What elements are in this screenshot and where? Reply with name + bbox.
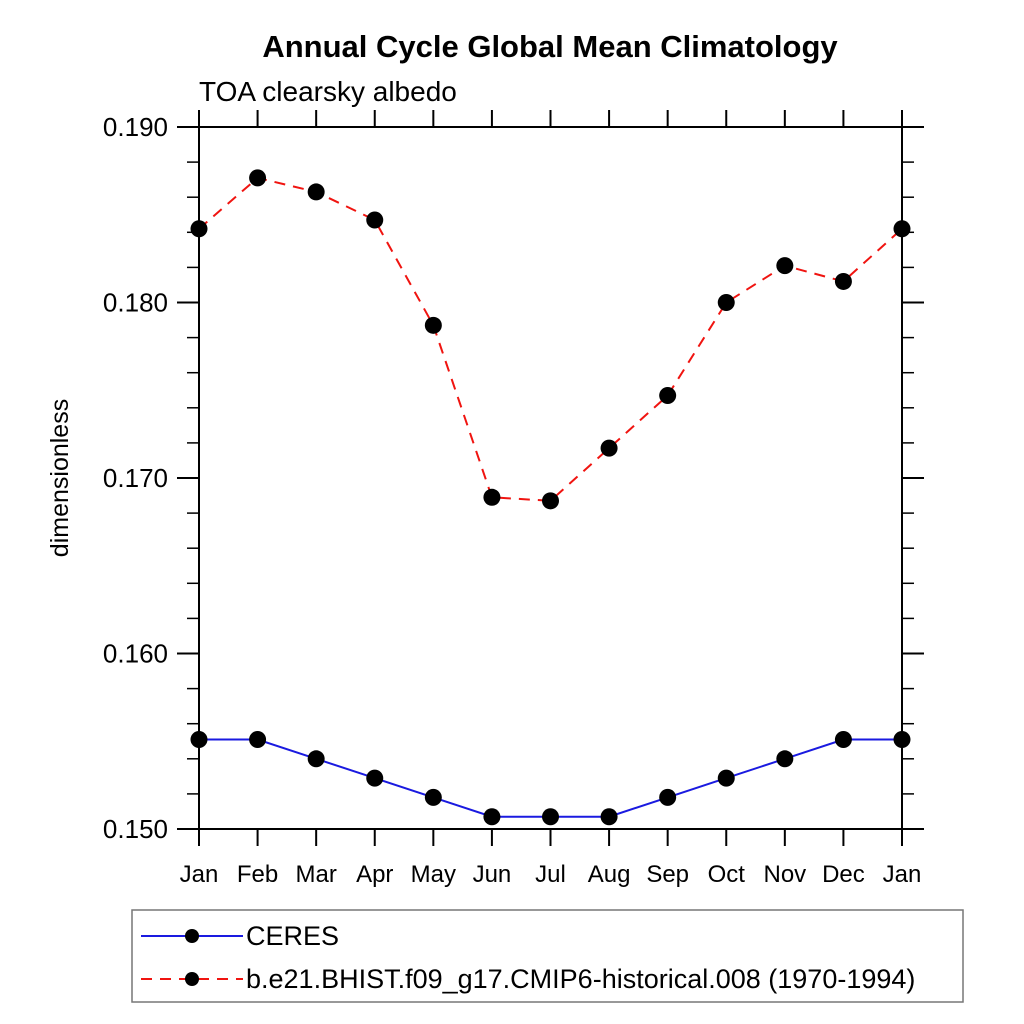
legend-box bbox=[131, 909, 964, 1003]
x-axis-tick-label: Apr bbox=[356, 861, 393, 888]
data-point-marker bbox=[307, 750, 325, 768]
x-axis-tick-label: Oct bbox=[708, 861, 746, 888]
chart-subtitle: TOA clearsky albedo bbox=[199, 76, 457, 107]
data-point-marker bbox=[483, 808, 501, 826]
y-axis-tick-label: 0.190 bbox=[103, 112, 168, 142]
data-point-marker bbox=[893, 730, 911, 748]
y-axis-tick-label: 0.160 bbox=[103, 639, 168, 669]
series-line-1 bbox=[198, 176, 903, 502]
legend: CERES b.e21.BHIST.f09_g17.CMIP6-historic… bbox=[131, 909, 964, 1003]
x-axis-tick-label: Feb bbox=[237, 861, 278, 888]
x-axis-tick-label: Jan bbox=[180, 861, 219, 888]
legend-label-model: b.e21.BHIST.f09_g17.CMIP6-historical.008… bbox=[246, 964, 915, 994]
data-point-marker bbox=[717, 294, 735, 311]
data-point-marker bbox=[659, 387, 677, 405]
data-point-marker bbox=[249, 169, 267, 187]
plot-frame bbox=[198, 126, 903, 830]
data-point-marker bbox=[542, 492, 559, 510]
x-axis-tick-label: Jun bbox=[473, 861, 512, 888]
x-axis-tick-label: Sep bbox=[646, 861, 689, 888]
data-point-marker bbox=[307, 183, 325, 201]
data-point-marker bbox=[893, 220, 911, 238]
legend-item-ceres: CERES bbox=[141, 921, 339, 951]
data-point-marker bbox=[542, 808, 559, 826]
y-axis-tick-label: 0.150 bbox=[103, 814, 168, 844]
data-point-marker bbox=[424, 316, 442, 334]
data-point-marker bbox=[600, 439, 618, 457]
data-series bbox=[190, 169, 911, 826]
data-point-marker bbox=[600, 808, 618, 826]
data-point-marker bbox=[659, 788, 677, 806]
legend-marker-circle-icon bbox=[185, 929, 199, 943]
data-point-marker bbox=[776, 257, 794, 275]
data-point-marker bbox=[776, 750, 794, 768]
x-axis-tick-label: Dec bbox=[822, 861, 865, 888]
y-axis-tick-label: 0.170 bbox=[103, 463, 168, 493]
x-axis-tick-label: Jan bbox=[883, 861, 922, 888]
series-line-0 bbox=[199, 738, 902, 818]
data-point-marker bbox=[366, 211, 384, 229]
axes: Jan Feb Mar Apr May Jun Jul Aug Sep Oct Nov Dec Jan 0… bbox=[103, 110, 924, 888]
data-point-marker bbox=[424, 788, 442, 806]
data-point-marker bbox=[717, 769, 735, 787]
x-axis-tick-label: Mar bbox=[295, 861, 336, 888]
data-point-marker bbox=[834, 730, 852, 748]
x-axis-tick-label: Aug bbox=[588, 861, 631, 888]
data-point-marker bbox=[366, 769, 384, 787]
chart-title: Annual Cycle Global Mean Climatology bbox=[262, 29, 838, 64]
x-axis-tick-label: Nov bbox=[763, 861, 806, 888]
data-point-marker bbox=[190, 220, 208, 238]
legend-marker-circle-icon bbox=[185, 972, 199, 986]
x-axis-tick-label: May bbox=[411, 861, 456, 888]
y-axis-tick-label: 0.180 bbox=[103, 288, 168, 318]
x-axis-tick-label: Jul bbox=[535, 861, 566, 888]
data-point-marker bbox=[483, 488, 501, 506]
data-point-marker bbox=[834, 272, 852, 290]
legend-item-model: b.e21.BHIST.f09_g17.CMIP6-historical.008… bbox=[141, 964, 915, 994]
data-point-marker bbox=[249, 730, 267, 748]
legend-label-ceres: CERES bbox=[246, 921, 339, 951]
y-axis-label: dimensionless bbox=[46, 399, 74, 557]
data-point-marker bbox=[190, 730, 208, 748]
